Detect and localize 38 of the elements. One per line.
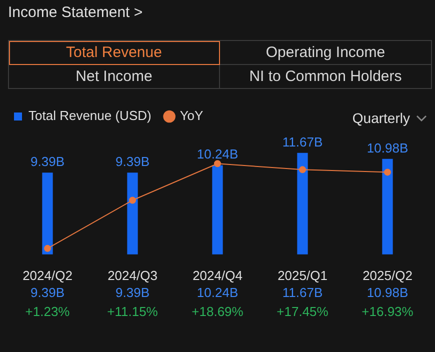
data-label: +11.15% <box>107 304 158 319</box>
bar <box>382 158 393 254</box>
text: 9.39B <box>116 154 150 170</box>
x-tick-label: 2025/Q1 <box>278 268 328 283</box>
text: 11.67B <box>282 134 323 150</box>
bar <box>127 172 138 254</box>
data-label: +18.69% <box>192 304 244 319</box>
point <box>129 196 136 204</box>
text: 10.24B <box>196 146 238 162</box>
legend-label: YoY <box>180 108 204 124</box>
text: Total Revenue <box>9 41 220 65</box>
x-tick-label: 2024/Q4 <box>192 268 242 283</box>
x-tick-label: 2024/Q3 <box>108 268 158 283</box>
bar <box>212 165 223 254</box>
point <box>44 244 51 252</box>
data-label: 9.39B <box>30 284 64 300</box>
data-label: +16.93% <box>362 304 414 319</box>
chart-title: Income Statement > <box>8 4 143 21</box>
text: NI to Common Holders <box>248 67 403 87</box>
point <box>214 160 221 168</box>
text: Net Income <box>9 65 220 88</box>
point <box>299 166 306 174</box>
data-label: +17.45% <box>276 304 329 319</box>
data-label: 10.24B <box>196 284 238 300</box>
bar <box>297 152 308 254</box>
x-tick-label: 2024/Q2 <box>22 268 72 283</box>
legend-label: Total Revenue (USD) <box>28 108 152 124</box>
text: 10.98B <box>366 140 408 156</box>
bar <box>42 172 53 254</box>
text: 9.39B <box>30 154 64 170</box>
data-label: +1.23% <box>25 304 70 319</box>
text: Operating Income <box>220 41 431 65</box>
x-tick-label: 2025/Q2 <box>362 268 412 283</box>
text: Quarterly <box>352 110 410 126</box>
data-label: 9.39B <box>116 284 150 300</box>
point <box>384 168 391 176</box>
data-label: 11.67B <box>282 284 323 300</box>
data-label: 10.98B <box>366 284 408 300</box>
